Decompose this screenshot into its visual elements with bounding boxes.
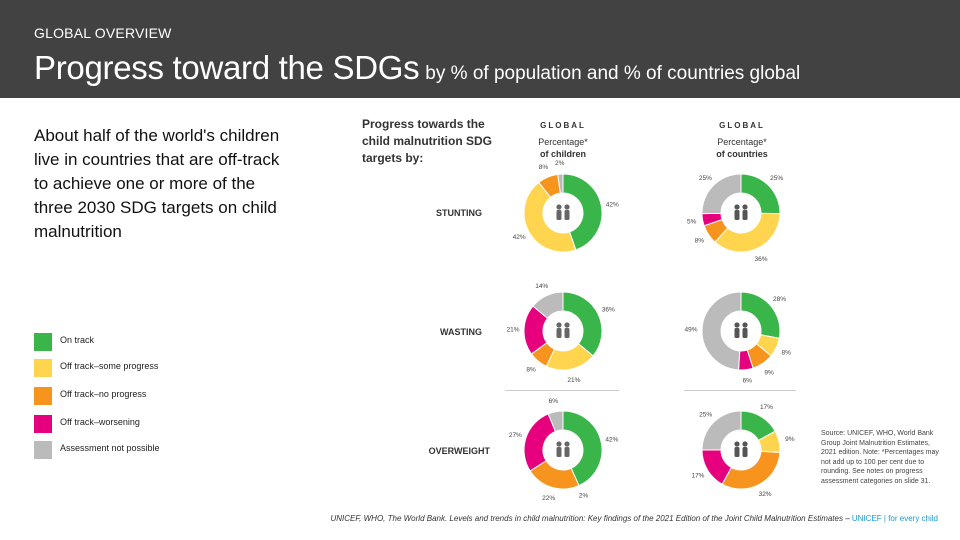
donut-label-wasting-countries-worsening: 6% [743,378,753,385]
donut-slice-overweight-children-not-assessed [547,410,564,433]
column-scope: GLOBAL [540,121,586,130]
donut-label-overweight-children-no-progress: 22% [542,495,555,502]
donut-label-wasting-children-on-track: 36% [602,307,615,314]
row-label-overweight: OVERWEIGHT [428,446,490,456]
legend-swatch [34,359,52,377]
legend-item-worsening: Off track–worsening [34,415,234,433]
children-icon-stunting-children [556,204,570,220]
donut-label-stunting-countries-no-progress: 8% [695,238,705,245]
donut-slice-stunting-countries-not-assessed [701,173,742,215]
intro-text: About half of the world's children live … [34,126,280,241]
legend-item-on-track: On track [34,333,234,351]
legend-label: Off track–no progress [60,389,147,399]
donut-label-overweight-children-on-track: 42% [605,437,618,444]
column-measure-prefix: Percentage* [538,137,588,147]
children-icon-overweight-countries [734,441,748,457]
row-label-stunting: STUNTING [436,208,482,218]
column-measure-of: of countries [716,149,768,159]
donut-label-stunting-countries-not-assessed: 25% [699,175,712,182]
donut-label-stunting-children-some-progress: 42% [513,234,526,241]
citation: UNICEF, WHO, The World Bank. Levels and … [0,514,938,523]
donut-slice-stunting-children-on-track [562,173,603,251]
donut-label-stunting-countries-worsening: 5% [687,219,697,226]
donut-label-stunting-children-no-progress: 8% [539,164,549,171]
divider [684,390,796,391]
column-measure-of: of children [539,149,586,159]
children-icon-overweight-children [556,441,570,457]
legend-swatch [34,387,52,405]
header-bar: GLOBAL OVERVIEW Progress toward the SDGs… [0,0,960,98]
donut-label-overweight-children-not-assessed: 6% [549,398,559,405]
donut-label-overweight-countries-no-progress: 32% [759,491,772,498]
legend-swatch [34,333,52,351]
title-sub: by % of population and % of countries gl… [425,63,801,84]
donut-label-wasting-children-some-progress: 21% [567,377,580,384]
column-scope: GLOBAL [719,121,765,130]
donut-label-overweight-children-some-progress: 2% [579,493,589,500]
donut-slice-overweight-countries-not-assessed [701,410,742,451]
legend-swatch [34,441,52,459]
brand-text: UNICEF | for every child [851,514,938,523]
donut-label-overweight-countries-not-assessed: 25% [699,412,712,419]
donut-label-stunting-children-on-track: 42% [606,202,619,209]
donut-label-overweight-countries-on-track: 17% [760,404,773,411]
donut-slice-wasting-countries-not-assessed [701,291,742,371]
donut-label-overweight-countries-worsening: 17% [691,472,704,479]
legend-item-no-progress: Off track–no progress [34,387,234,405]
donut-label-wasting-countries-on-track: 28% [773,296,786,303]
legend-label: Off track–worsening [60,417,140,427]
donut-label-stunting-countries-some-progress: 36% [755,256,768,263]
donut-slice-stunting-children-not-assessed [557,173,564,194]
donut-slice-overweight-children-worsening [523,413,557,472]
legend-swatch [34,415,52,433]
donut-label-stunting-children-not-assessed: 2% [555,160,565,167]
divider [505,390,619,391]
donut-label-stunting-countries-on-track: 25% [770,175,783,182]
donut-label-wasting-countries-not-assessed: 49% [685,326,698,333]
donut-label-wasting-children-not-assessed: 14% [535,283,548,290]
donut-slice-stunting-children-some-progress [523,181,577,253]
page-title: Progress toward the SDGs by % of populati… [34,49,800,87]
donut-label-wasting-countries-some-progress: 8% [782,349,792,356]
source-note: Source: UNICEF, WHO, World Bank Group Jo… [821,430,939,485]
column-header-countries: GLOBAL Percentage* of countries [677,121,807,160]
column-header-children: GLOBAL Percentage* of children [498,121,628,160]
donut-label-wasting-children-no-progress: 8% [526,367,536,374]
donut-label-overweight-children-worsening: 27% [509,432,522,439]
column-measure: Percentage* of children [498,136,628,160]
donut-slice-stunting-countries-some-progress [714,212,781,253]
donut-slice-wasting-children-not-assessed [532,291,564,319]
children-icon-wasting-children [556,322,570,338]
legend-item-some-progress: Off track–some progress [34,359,234,377]
children-icon-stunting-countries [734,204,748,220]
donut-slice-overweight-children-on-track [562,410,603,487]
column-measure: Percentage* of countries [677,136,807,160]
title-main: Progress toward the SDGs [34,49,420,86]
donut-label-overweight-countries-some-progress: 9% [785,436,795,443]
donut-label-wasting-children-worsening: 21% [507,326,520,333]
donut-label-wasting-countries-no-progress: 9% [764,369,774,376]
citation-text: UNICEF, WHO, The World Bank. Levels and … [330,514,850,523]
legend-label: Off track–some progress [60,361,159,371]
row-label-wasting: WASTING [440,327,482,337]
legend-label: Assessment not possible [60,443,160,453]
donut-slice-overweight-countries-no-progress [721,450,781,490]
column-measure-prefix: Percentage* [717,137,767,147]
chart-heading: Progress towards the child malnutrition … [362,117,493,165]
section-eyebrow: GLOBAL OVERVIEW [34,25,172,41]
legend-label: On track [60,335,95,345]
legend-item-not-assessed: Assessment not possible [34,441,234,459]
children-icon-wasting-countries [734,322,748,338]
